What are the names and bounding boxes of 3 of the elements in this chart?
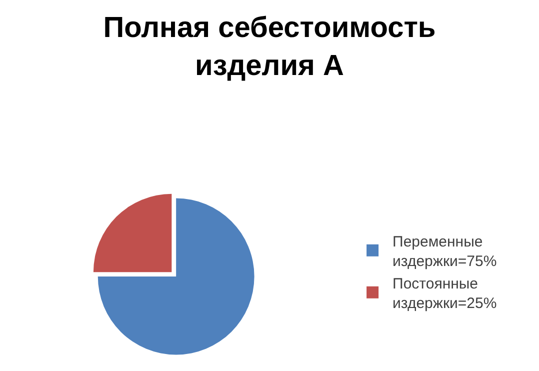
legend-label: Переменные издержки=75%	[392, 234, 497, 270]
legend-label: Постоянные издержки=25%	[392, 276, 497, 312]
chart-title: Полная себестоимость изделия А	[103, 12, 436, 82]
